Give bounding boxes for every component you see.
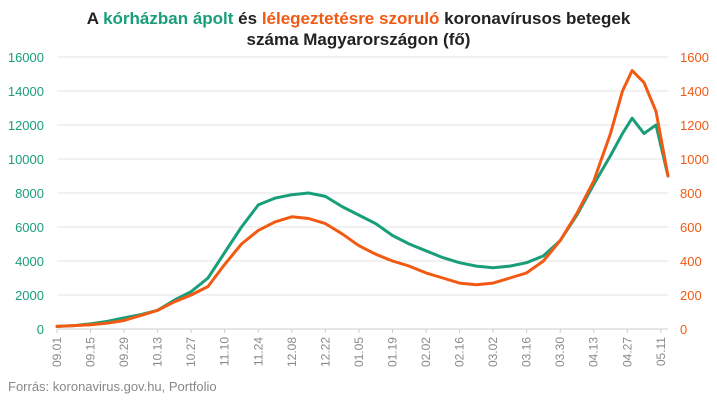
x-tick-label: 10.27 (184, 337, 198, 367)
x-tick-label: 02.02 (419, 337, 433, 367)
title-middle: és (233, 9, 262, 28)
x-tick-label: 11.24 (251, 337, 265, 366)
title-prefix: A (86, 9, 104, 28)
source-note: Forrás: koronavirus.gov.hu, Portfolio (8, 379, 217, 394)
y-left-tick-label: 0 (37, 322, 44, 337)
y-left-tick-label: 14000 (8, 84, 44, 99)
y-left-tick-label: 12000 (8, 118, 44, 133)
x-tick-label: 12.22 (318, 337, 332, 367)
y-right-tick-label: 600 (680, 220, 702, 235)
x-tick-label: 12.08 (285, 337, 299, 367)
chart-title: A kórházban ápolt és lélegeztetésre szor… (0, 8, 717, 50)
x-tick-label: 09.01 (50, 337, 64, 367)
x-tick-label: 04.27 (620, 337, 634, 367)
y-right-tick-label: 200 (680, 288, 702, 303)
title-orange-part: lélegeztetésre szoruló (261, 9, 440, 28)
y-right-tick-label: 1600 (680, 50, 709, 65)
x-tick-label: 03.30 (553, 337, 567, 367)
x-tick-label: 10.13 (151, 337, 165, 367)
y-right-tick-label: 400 (680, 254, 702, 269)
y-left-tick-label: 6000 (15, 220, 44, 235)
title-green-part: kórházban ápolt (103, 9, 234, 28)
x-tick-label: 01.05 (352, 337, 366, 367)
title-line-2: száma Magyarországon (fő) (246, 30, 471, 49)
x-tick-label: 03.16 (520, 337, 534, 367)
y-left-tick-label: 4000 (15, 254, 44, 269)
y-right-tick-label: 0 (680, 322, 687, 337)
y-right-tick-label: 800 (680, 186, 702, 201)
x-tick-label: 01.19 (385, 337, 399, 367)
title-line-1: A kórházban ápolt és lélegeztetésre szor… (0, 8, 717, 29)
y-left-tick-label: 10000 (8, 152, 44, 167)
y-left-tick-label: 2000 (15, 288, 44, 303)
x-tick-label: 02.16 (453, 337, 467, 367)
x-tick-label: 04.13 (587, 337, 601, 367)
x-tick-label: 03.02 (486, 337, 500, 367)
x-tick-label: 09.15 (84, 337, 98, 367)
y-right-tick-label: 1000 (680, 152, 709, 167)
title-suffix: koronavírusos betegek (439, 9, 631, 28)
y-left-tick-label: 8000 (15, 186, 44, 201)
x-tick-label: 05.11 (654, 337, 668, 366)
y-right-tick-label: 1400 (680, 84, 709, 99)
y-right-tick-label: 1200 (680, 118, 709, 133)
y-left-tick-label: 16000 (8, 50, 44, 65)
x-tick-label: 11.10 (218, 337, 232, 366)
series-line-ventilated (55, 69, 670, 328)
x-tick-label: 09.29 (117, 337, 131, 367)
